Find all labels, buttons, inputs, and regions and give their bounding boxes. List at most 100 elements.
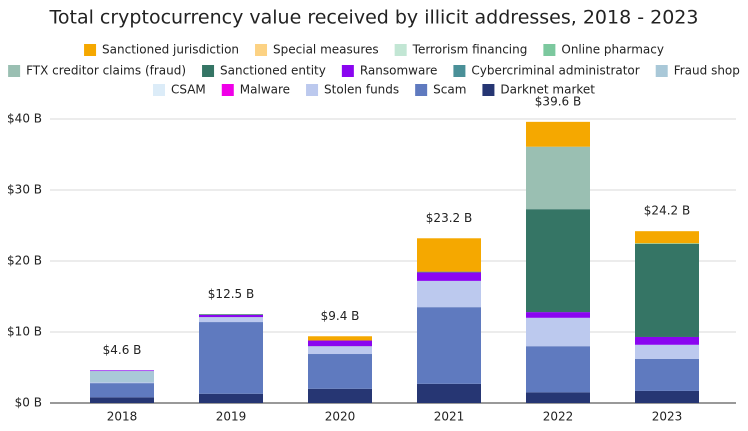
legend-label: Terrorism financing xyxy=(412,43,528,57)
legend-item: Malware xyxy=(221,83,290,97)
legend-label: Special measures xyxy=(273,43,379,57)
legend-item: Cybercriminal administrator xyxy=(453,64,640,78)
bar-segment xyxy=(90,382,154,384)
bar-segment xyxy=(90,383,154,398)
bar-segment xyxy=(199,317,263,323)
grid xyxy=(50,118,736,404)
bar-segment xyxy=(308,340,372,347)
bar-segment xyxy=(90,370,154,372)
legend-swatch xyxy=(221,84,234,96)
legend-swatch xyxy=(202,65,215,77)
legend-label: Sanctioned jurisdiction xyxy=(102,43,239,57)
total-label: $9.4 B xyxy=(321,309,360,323)
chart-title: Total cryptocurrency value received by i… xyxy=(49,7,699,29)
bar-segment xyxy=(199,393,263,403)
legend-item: Online pharmacy xyxy=(543,43,664,57)
total-label: $39.6 B xyxy=(535,94,581,108)
bar-segment xyxy=(417,238,481,272)
legend-label: FTX creditor claims (fraud) xyxy=(26,64,186,78)
legend-item: Sanctioned entity xyxy=(202,64,326,78)
legend-item: FTX creditor claims (fraud) xyxy=(8,64,186,78)
bar-segment xyxy=(308,346,372,347)
legend-swatch xyxy=(306,84,319,96)
legend-item: Terrorism financing xyxy=(394,43,528,57)
x-tick-label: 2020 xyxy=(325,410,356,424)
legend-swatch xyxy=(482,84,495,96)
bar-segment xyxy=(90,397,154,403)
legend-swatch xyxy=(543,44,556,56)
legend-item: Ransomware xyxy=(341,64,438,78)
bar-segment xyxy=(635,358,699,391)
bar-segment xyxy=(635,390,699,403)
x-tick-label: 2023 xyxy=(652,410,683,424)
bar-segment xyxy=(526,312,590,318)
x-tick-label: 2019 xyxy=(216,410,247,424)
y-tick-label: $0 B xyxy=(15,396,42,410)
x-tick-label: 2022 xyxy=(543,410,574,424)
legend-item: Darknet market xyxy=(482,83,595,97)
legend-swatch xyxy=(341,65,354,77)
total-label: $23.2 B xyxy=(426,211,472,225)
y-tick-label: $30 B xyxy=(7,183,42,197)
legend: Sanctioned jurisdiction Special measures T… xyxy=(8,43,740,97)
bar-segment xyxy=(635,243,699,337)
y-tick-label: $10 B xyxy=(7,325,42,339)
legend-swatch xyxy=(655,65,668,77)
bar-segment xyxy=(526,209,590,313)
bars xyxy=(90,121,699,403)
x-tick-label: 2018 xyxy=(107,410,138,424)
legend-swatch xyxy=(453,65,466,77)
legend-label: Online pharmacy xyxy=(561,43,664,57)
bar-segment xyxy=(635,243,699,244)
bar-segment xyxy=(635,231,699,244)
legend-label: Ransomware xyxy=(360,64,438,78)
y-tick-label: $40 B xyxy=(7,112,42,126)
legend-item: Special measures xyxy=(255,43,379,57)
bar-segment xyxy=(90,371,154,383)
bar-segment xyxy=(635,336,699,345)
bar-segment xyxy=(417,383,481,403)
bar-segment xyxy=(199,322,263,394)
bar-segment xyxy=(526,346,590,393)
total-label: $24.2 B xyxy=(644,204,690,218)
bar-segment xyxy=(199,314,263,315)
bar-segment xyxy=(199,317,263,318)
bar-segment xyxy=(417,272,481,281)
legend-swatch xyxy=(394,44,407,56)
total-label: $4.6 B xyxy=(103,343,142,357)
bar-segment xyxy=(417,271,481,273)
legend-swatch xyxy=(84,44,97,56)
legend-label: CSAM xyxy=(171,83,206,97)
legend-item: Stolen funds xyxy=(306,83,399,97)
legend-label: Fraud shop xyxy=(674,64,740,78)
legend-item: Scam xyxy=(415,83,466,97)
bar-segment xyxy=(526,317,590,347)
bar-segment xyxy=(417,307,481,384)
legend-swatch xyxy=(8,65,21,77)
bar-segment xyxy=(199,314,263,318)
legend-item: CSAM xyxy=(153,83,206,97)
bar-segment xyxy=(308,388,372,403)
bar-segment xyxy=(417,280,481,308)
bar-segment xyxy=(526,146,590,210)
bar-segment xyxy=(526,121,590,147)
bar-segment xyxy=(308,354,372,389)
bar-segment xyxy=(526,392,590,403)
legend-label: Stolen funds xyxy=(324,83,399,97)
legend-label: Scam xyxy=(433,83,466,97)
legend-label: Cybercriminal administrator xyxy=(471,64,639,78)
legend-swatch xyxy=(255,44,268,56)
legend-label: Malware xyxy=(240,83,290,97)
legend-item: Fraud shop xyxy=(655,64,740,78)
y-tick-label: $20 B xyxy=(7,254,42,268)
legend-item: Sanctioned jurisdiction xyxy=(84,43,239,57)
total-label: $12.5 B xyxy=(208,287,254,301)
legend-swatch xyxy=(415,84,428,96)
bar-segment xyxy=(308,336,372,341)
bar-segment xyxy=(635,344,699,359)
legend-label: Darknet market xyxy=(500,83,595,97)
labels: $0 B $10 B $20 B $30 B $40 B 2018 $4.6 B 2019 $1… xyxy=(7,94,690,423)
legend-label: Sanctioned entity xyxy=(220,64,326,78)
x-tick-label: 2021 xyxy=(434,410,465,424)
